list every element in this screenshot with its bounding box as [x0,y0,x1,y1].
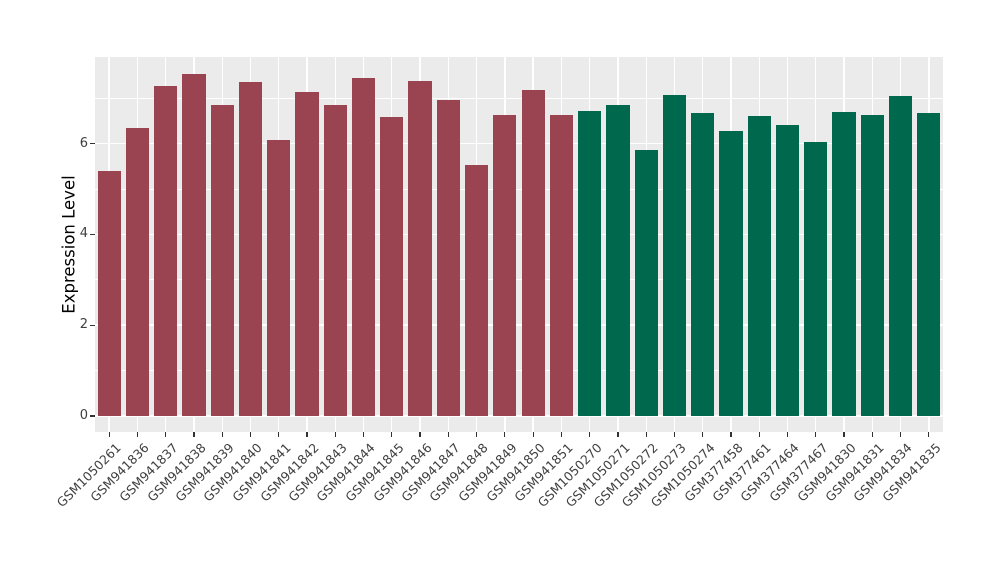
y-tick-label: 4 [79,226,88,242]
x-tick [589,432,591,437]
x-tick [108,432,110,437]
y-tick-label: 0 [79,408,88,423]
bar-GSM941837 [154,85,178,416]
x-tick [871,432,873,437]
x-tick [193,432,195,437]
bar-GSM1050270 [578,110,602,416]
x-tick [532,432,534,437]
x-tick [391,432,393,437]
x-tick [306,432,308,437]
bar-GSM941840 [238,82,263,416]
bar-GSM941846 [408,80,432,416]
x-tick [447,432,449,437]
bar-GSM941844 [351,78,376,416]
x-tick [278,432,280,437]
bar-GSM941838 [182,74,206,416]
minor-gridline [95,370,943,372]
y-axis-title-text: Expression Level [59,175,79,314]
y-tick [90,415,95,417]
x-tick [730,432,732,437]
x-tick [673,432,676,437]
major-gridline [95,415,943,417]
x-tick [702,432,704,437]
bar-GSM941836 [125,127,149,416]
bar-GSM941842 [295,92,319,416]
y-tick-label: 6 [79,135,88,151]
x-tick [900,432,902,437]
y-tick [90,143,95,145]
minor-gridline [95,279,943,281]
bar-GSM941831 [860,115,884,416]
minor-gridline [95,188,943,190]
bar-GSM941830 [832,112,856,416]
bar-GSM941839 [210,104,234,416]
bar-GSM377458 [719,131,743,416]
x-tick [645,432,647,437]
plot-panel [95,57,943,432]
bar-GSM1050273 [662,94,687,416]
bar-GSM941848 [465,164,489,416]
bar-GSM941851 [549,115,573,416]
major-gridline [95,233,943,236]
bar-GSM941843 [323,104,347,416]
minor-gridline [95,97,943,99]
x-tick [476,432,478,437]
bar-GSM1050261 [97,170,121,416]
x-tick [560,432,562,437]
bar-GSM1050271 [606,104,630,416]
bar-GSM1050272 [634,149,658,416]
y-tick-label: 2 [79,317,88,333]
x-tick [815,432,817,437]
bar-GSM941834 [889,95,913,416]
x-tick [136,432,138,437]
bar-GSM941835 [917,113,941,416]
x-tick [362,432,365,437]
x-tick [334,432,336,437]
bar-GSM1050274 [691,113,715,416]
x-tick [419,432,421,437]
y-axis-title: Expression Level [52,57,86,432]
bar-GSM941850 [521,89,545,416]
bar-GSM941847 [436,99,460,416]
major-gridline [95,324,943,326]
bar-GSM941841 [267,140,291,416]
x-tick [249,432,252,437]
bar-GSM941845 [380,117,404,416]
y-tick [90,233,95,235]
x-tick [928,432,930,437]
y-tick [90,324,95,326]
x-tick [617,432,619,437]
x-tick [843,432,845,437]
x-tick [504,432,506,437]
x-tick [786,432,789,437]
bar-GSM377461 [747,116,771,416]
x-tick [165,432,167,437]
major-gridline [95,142,943,145]
x-tick [758,432,760,437]
x-tick [221,432,223,437]
bar-GSM941849 [493,114,517,416]
bar-GSM377467 [804,141,828,416]
bar-GSM377464 [775,124,800,416]
